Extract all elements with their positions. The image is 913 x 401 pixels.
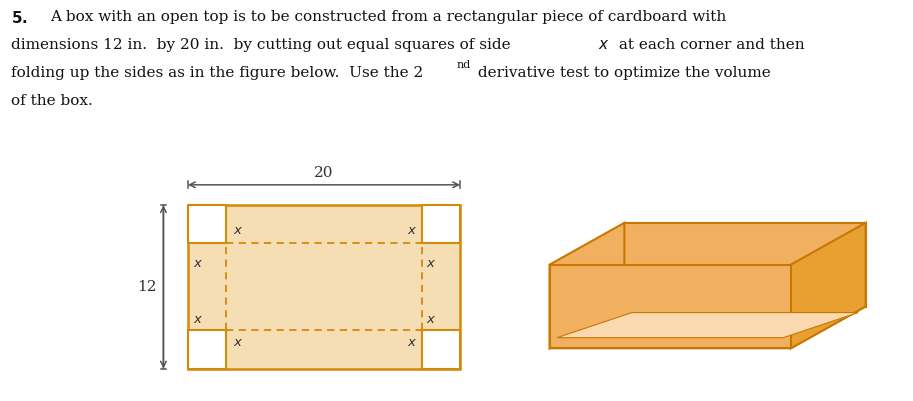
Text: $x$: $x$ bbox=[194, 313, 204, 326]
Bar bbox=[422, 330, 460, 369]
Text: nd: nd bbox=[456, 60, 471, 70]
Text: dimensions 12 in.  by 20 in.  by cutting out equal squares of side: dimensions 12 in. by 20 in. by cutting o… bbox=[11, 38, 516, 52]
Bar bbox=[188, 205, 460, 369]
Polygon shape bbox=[550, 265, 791, 348]
Text: $x$: $x$ bbox=[233, 336, 243, 349]
Text: $x$: $x$ bbox=[233, 223, 243, 237]
Polygon shape bbox=[624, 223, 866, 306]
Text: $x$: $x$ bbox=[426, 257, 436, 270]
Polygon shape bbox=[550, 223, 624, 348]
Text: $x$: $x$ bbox=[598, 38, 610, 52]
Bar bbox=[188, 205, 226, 243]
Polygon shape bbox=[791, 223, 866, 348]
Bar bbox=[422, 205, 460, 243]
Text: at each corner and then: at each corner and then bbox=[614, 38, 804, 52]
Text: $x$: $x$ bbox=[426, 313, 436, 326]
Text: 12: 12 bbox=[137, 280, 157, 294]
Text: folding up the sides as in the figure below.  Use the 2: folding up the sides as in the figure be… bbox=[11, 66, 424, 80]
Text: $\mathbf{5.}$: $\mathbf{5.}$ bbox=[11, 10, 27, 26]
Text: of the box.: of the box. bbox=[11, 94, 93, 108]
Text: $x$: $x$ bbox=[407, 336, 417, 349]
Text: $x$: $x$ bbox=[194, 257, 204, 270]
Polygon shape bbox=[557, 312, 858, 338]
Bar bbox=[188, 330, 226, 369]
Text: derivative test to optimize the volume: derivative test to optimize the volume bbox=[473, 66, 771, 80]
Polygon shape bbox=[550, 306, 866, 348]
Text: $x$: $x$ bbox=[407, 223, 417, 237]
Text: 20: 20 bbox=[314, 166, 334, 180]
Text: A box with an open top is to be constructed from a rectangular piece of cardboar: A box with an open top is to be construc… bbox=[50, 10, 727, 24]
